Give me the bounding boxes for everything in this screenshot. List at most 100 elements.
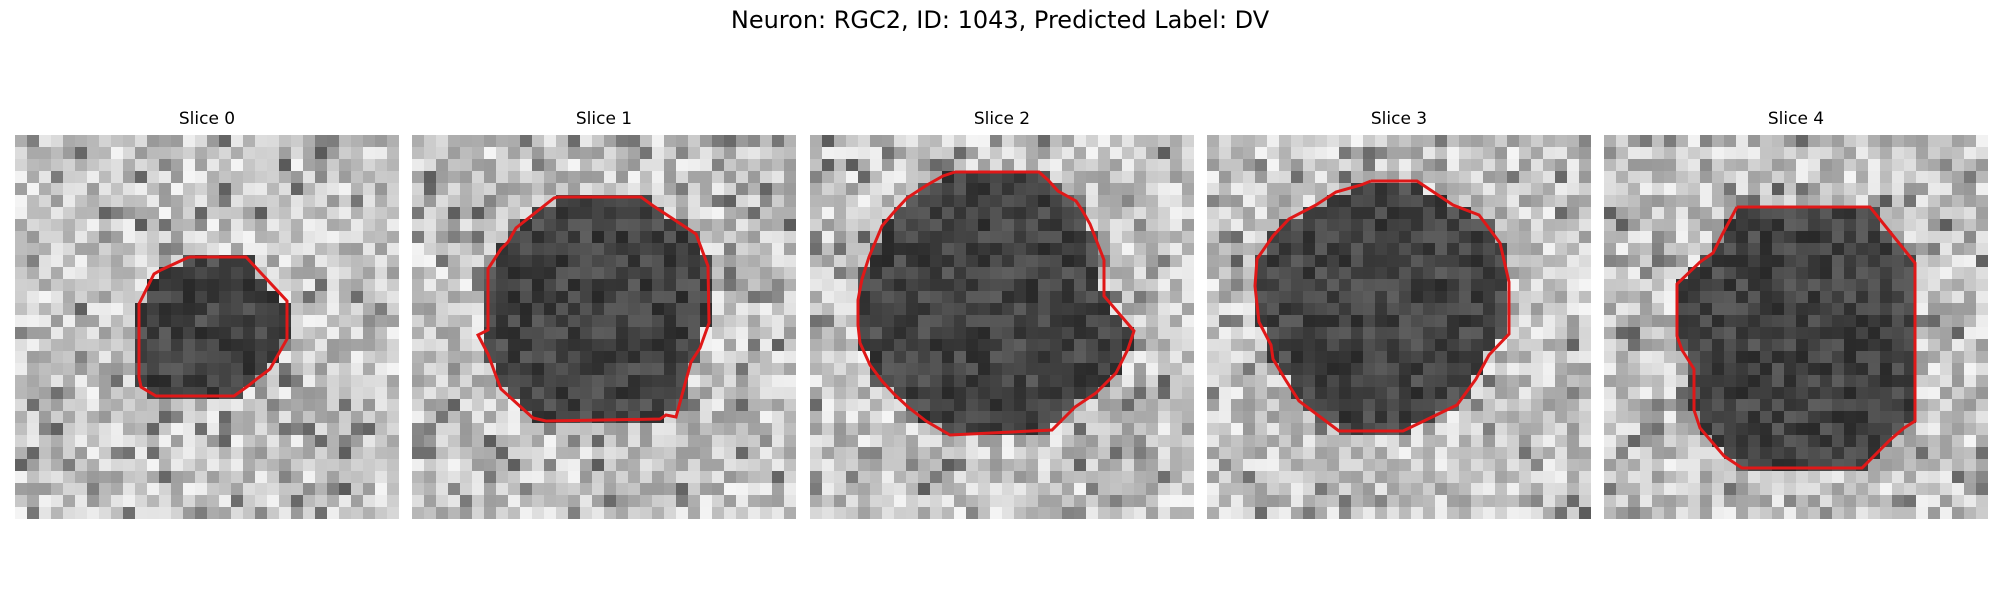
image-pixel: [1579, 363, 1591, 376]
image-pixel: [1375, 135, 1388, 148]
image-pixel: [1964, 159, 1977, 172]
image-pixel: [1652, 447, 1665, 460]
image-pixel: [1182, 447, 1194, 460]
image-pixel: [858, 387, 871, 400]
image-pixel: [580, 447, 593, 460]
image-pixel: [1616, 411, 1629, 424]
image-pixel: [1291, 267, 1304, 280]
image-pixel: [1303, 219, 1316, 232]
image-pixel: [1062, 231, 1075, 244]
image-pixel: [1327, 303, 1340, 316]
image-pixel: [1880, 387, 1893, 400]
image-pixel: [978, 471, 991, 484]
image-pixel: [1098, 303, 1111, 316]
image-pixel: [51, 183, 64, 196]
image-pixel: [1255, 279, 1268, 292]
image-pixel: [327, 219, 340, 232]
image-pixel: [1928, 447, 1941, 460]
image-pixel: [1339, 483, 1352, 496]
image-pixel: [1110, 387, 1123, 400]
image-pixel: [448, 375, 461, 388]
image-pixel: [990, 291, 1003, 304]
image-pixel: [1170, 447, 1183, 460]
image-pixel: [1339, 507, 1352, 519]
image-pixel: [267, 171, 280, 184]
image-pixel: [1808, 375, 1821, 388]
image-pixel: [508, 483, 521, 496]
image-pixel: [99, 207, 112, 220]
image-pixel: [111, 351, 124, 364]
image-pixel: [1375, 291, 1388, 304]
image-pixel: [1002, 243, 1015, 256]
image-pixel: [303, 327, 316, 340]
image-pixel: [135, 243, 148, 256]
image-pixel: [990, 327, 1003, 340]
image-pixel: [760, 435, 773, 448]
image-pixel: [387, 399, 399, 412]
image-pixel: [1074, 327, 1087, 340]
image-pixel: [1483, 207, 1496, 220]
image-pixel: [15, 183, 28, 196]
image-pixel: [1387, 207, 1400, 220]
image-pixel: [544, 255, 557, 268]
image-pixel: [1471, 399, 1484, 412]
image-pixel: [870, 507, 883, 519]
image-pixel: [1387, 399, 1400, 412]
image-pixel: [1231, 327, 1244, 340]
image-pixel: [1676, 363, 1689, 376]
image-pixel: [363, 195, 376, 208]
image-pixel: [1567, 351, 1580, 364]
image-pixel: [990, 267, 1003, 280]
image-pixel: [63, 507, 76, 519]
image-pixel: [1110, 483, 1123, 496]
image-pixel: [1760, 135, 1773, 148]
image-pixel: [135, 507, 148, 519]
image-pixel: [1880, 135, 1893, 148]
image-pixel: [688, 495, 701, 508]
image-pixel: [1170, 339, 1183, 352]
image-pixel: [1038, 195, 1051, 208]
image-pixel: [75, 327, 88, 340]
image-pixel: [1411, 459, 1424, 472]
image-pixel: [63, 363, 76, 376]
image-pixel: [1640, 171, 1653, 184]
image-pixel: [1700, 147, 1713, 160]
image-pixel: [195, 351, 208, 364]
image-pixel: [1579, 135, 1591, 148]
image-pixel: [1170, 315, 1183, 328]
image-pixel: [1074, 303, 1087, 316]
image-pixel: [1303, 435, 1316, 448]
image-pixel: [760, 495, 773, 508]
image-pixel: [628, 219, 641, 232]
image-pixel: [990, 207, 1003, 220]
image-pixel: [135, 423, 148, 436]
image-pixel: [339, 423, 352, 436]
image-pixel: [688, 243, 701, 256]
image-pixel: [1086, 315, 1099, 328]
image-pixel: [1026, 135, 1039, 148]
image-pixel: [676, 243, 689, 256]
image-pixel: [1772, 219, 1785, 232]
image-pixel: [1952, 291, 1965, 304]
image-pixel: [930, 351, 943, 364]
image-pixel: [930, 483, 943, 496]
image-pixel: [736, 459, 749, 472]
image-pixel: [1038, 159, 1051, 172]
image-pixel: [1604, 423, 1617, 436]
image-pixel: [387, 267, 399, 280]
image-pixel: [1471, 171, 1484, 184]
image-pixel: [1652, 339, 1665, 352]
image-pixel: [906, 507, 919, 519]
image-pixel: [1904, 207, 1917, 220]
image-pixel: [1387, 195, 1400, 208]
image-pixel: [255, 435, 268, 448]
image-pixel: [496, 279, 509, 292]
image-pixel: [1772, 339, 1785, 352]
image-pixel: [906, 291, 919, 304]
image-pixel: [183, 411, 196, 424]
image-pixel: [1628, 387, 1641, 400]
image-pixel: [1219, 339, 1232, 352]
image-pixel: [1676, 411, 1689, 424]
image-pixel: [1134, 411, 1147, 424]
image-pixel: [532, 303, 545, 316]
